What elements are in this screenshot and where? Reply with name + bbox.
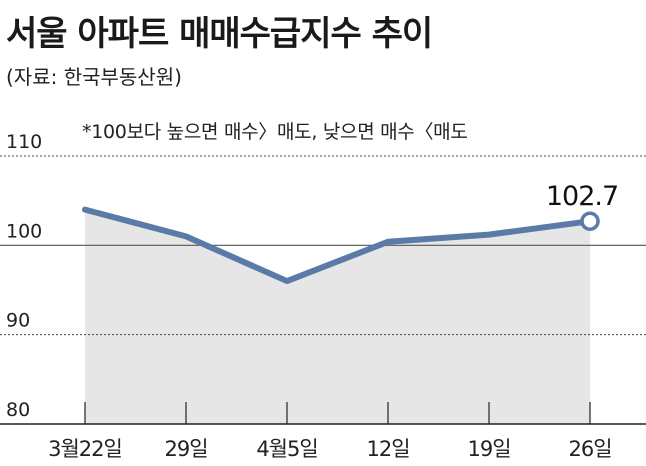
y-tick-label: 90 bbox=[6, 310, 30, 332]
x-tick-label: 19일 bbox=[467, 437, 510, 461]
x-tick-label: 3월22일 bbox=[48, 437, 122, 461]
last-point-marker bbox=[580, 211, 600, 231]
chart-title: 서울 아파트 매매수급지수 추이 bbox=[6, 14, 433, 54]
data-label-last: 102.7 bbox=[546, 181, 618, 212]
chart-note: *100보다 높으면 매수〉매도, 낮으면 매수〈매도 bbox=[82, 121, 468, 143]
x-tick-label: 12일 bbox=[366, 437, 409, 461]
y-tick-label: 110 bbox=[6, 131, 42, 153]
series-line bbox=[82, 206, 593, 285]
x-tick-label: 4월5일 bbox=[256, 437, 317, 461]
area-fill bbox=[85, 209, 590, 424]
chart-source: (자료: 한국부동산원) bbox=[6, 65, 182, 89]
x-tick-label: 29일 bbox=[164, 437, 207, 461]
y-tick-label: 100 bbox=[6, 220, 42, 242]
y-tick-label: 80 bbox=[6, 399, 30, 421]
x-tick-label: 26일 bbox=[568, 437, 611, 461]
